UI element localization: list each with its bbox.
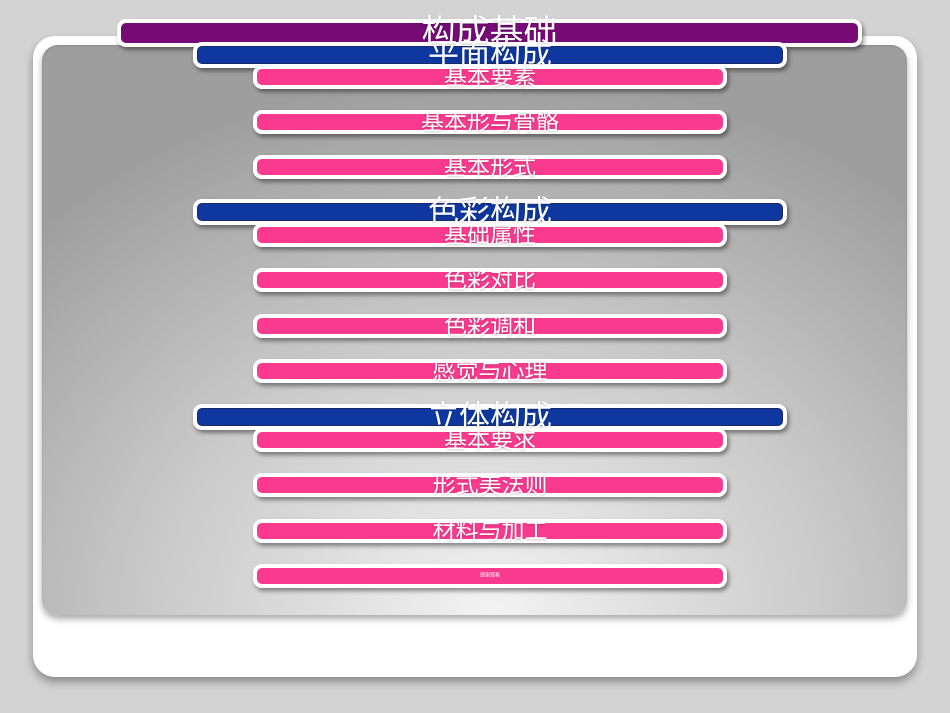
- outline-item-bar: 材料与加工: [253, 519, 727, 543]
- outline-item-bar: 基本要求: [253, 428, 727, 452]
- item-label: 基础属性: [444, 221, 536, 248]
- outline-item-bar-small-text: 感谢观看: [253, 564, 727, 588]
- outline-item-bar: 基本形式: [253, 155, 727, 179]
- item-label: 色彩对比: [444, 266, 536, 293]
- item-label: 感谢观看: [479, 572, 500, 579]
- outline-item-bar: 色彩调和: [253, 314, 727, 338]
- item-label: 基本要素: [444, 63, 536, 90]
- item-label: 基本形与骨骼: [421, 108, 559, 135]
- outline-item-bar: 感觉与心理: [253, 359, 727, 383]
- item-label: 色彩调和: [444, 312, 536, 339]
- outline-item-bar: 基本形与骨骼: [253, 110, 727, 134]
- outline-item-bar: 色彩对比: [253, 268, 727, 292]
- outline-item-bar: 基础属性: [253, 223, 727, 247]
- outline-item-bar: 形式美法则: [253, 473, 727, 497]
- item-label: 材料与加工: [432, 517, 548, 544]
- item-label: 感觉与心理: [432, 357, 548, 384]
- section-heading-bar-solid: 立体构成: [193, 402, 787, 433]
- outline-item-bar: 基本要素: [253, 65, 727, 89]
- section-heading-bar-color: 色彩构成: [193, 197, 787, 228]
- item-label: 形式美法则: [432, 471, 548, 498]
- item-label: 基本形式: [444, 153, 536, 180]
- item-label: 基本要求: [444, 426, 536, 453]
